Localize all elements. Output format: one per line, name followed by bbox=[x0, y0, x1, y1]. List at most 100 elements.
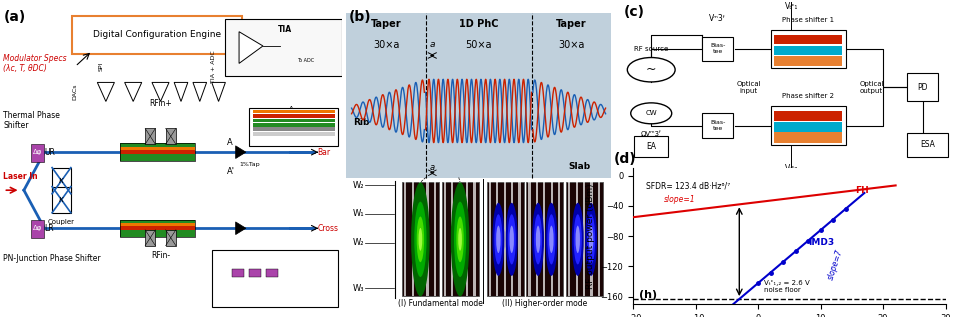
Ellipse shape bbox=[418, 228, 422, 251]
Ellipse shape bbox=[451, 182, 469, 296]
Text: Buried oxide: Buried oxide bbox=[259, 133, 290, 138]
Bar bbox=[441, 182, 478, 296]
Bar bbox=[590, 182, 592, 296]
Text: EA: EA bbox=[646, 142, 655, 151]
Text: To ADC: To ADC bbox=[297, 58, 314, 63]
Polygon shape bbox=[235, 222, 246, 235]
Bar bbox=[473, 182, 475, 296]
Text: PD: PD bbox=[917, 83, 927, 92]
Bar bbox=[253, 127, 334, 131]
Bar bbox=[526, 182, 563, 296]
Ellipse shape bbox=[496, 226, 500, 253]
Bar bbox=[503, 182, 505, 296]
Text: FH: FH bbox=[854, 186, 868, 195]
Text: Silicon substrate: Silicon substrate bbox=[259, 138, 300, 143]
Text: W₂: W₂ bbox=[353, 238, 364, 247]
Ellipse shape bbox=[588, 226, 593, 253]
Text: Taper: Taper bbox=[555, 19, 586, 29]
Ellipse shape bbox=[505, 203, 517, 276]
Polygon shape bbox=[125, 82, 141, 101]
Bar bbox=[31, 144, 44, 162]
Bar bbox=[774, 46, 842, 55]
Text: UR: UR bbox=[44, 148, 55, 157]
Bar bbox=[253, 123, 334, 127]
Text: a: a bbox=[430, 163, 434, 171]
Bar bbox=[119, 219, 194, 237]
Ellipse shape bbox=[586, 214, 595, 264]
Text: Bias-
tee: Bias- tee bbox=[709, 120, 725, 131]
Bar bbox=[557, 182, 559, 296]
Text: (II) Higher-order mode: (II) Higher-order mode bbox=[502, 299, 587, 308]
Text: Vₜᶜ₁,₂ = 2.6 V
noise floor: Vₜᶜ₁,₂ = 2.6 V noise floor bbox=[764, 280, 809, 293]
Bar bbox=[633, 136, 668, 157]
Bar bbox=[266, 269, 278, 277]
Bar bbox=[31, 220, 44, 238]
Bar bbox=[119, 143, 194, 161]
Bar bbox=[906, 73, 937, 101]
Text: (b): (b) bbox=[349, 10, 371, 23]
Text: 0.5: 0.5 bbox=[228, 267, 235, 272]
Bar bbox=[496, 182, 498, 296]
Ellipse shape bbox=[414, 202, 426, 277]
Bar bbox=[232, 269, 244, 277]
Ellipse shape bbox=[531, 203, 543, 276]
Bar bbox=[253, 119, 334, 122]
Text: TIA: TIA bbox=[278, 25, 292, 34]
Text: Taper: Taper bbox=[370, 19, 401, 29]
Bar bbox=[119, 146, 194, 150]
Text: SPI: SPI bbox=[98, 62, 103, 71]
Bar bbox=[145, 128, 156, 144]
Bar bbox=[486, 182, 523, 296]
Bar bbox=[145, 230, 156, 246]
FancyBboxPatch shape bbox=[72, 16, 242, 54]
Bar bbox=[518, 182, 520, 296]
Ellipse shape bbox=[584, 203, 597, 276]
Text: CW: CW bbox=[645, 110, 656, 116]
Text: Phase shifter 2: Phase shifter 2 bbox=[781, 94, 833, 100]
Bar bbox=[119, 219, 194, 237]
Bar bbox=[774, 55, 842, 66]
Text: (a): (a) bbox=[4, 10, 26, 23]
Polygon shape bbox=[235, 146, 246, 158]
Circle shape bbox=[630, 103, 671, 124]
Bar bbox=[249, 269, 261, 277]
Bar bbox=[253, 114, 334, 118]
Ellipse shape bbox=[535, 226, 540, 253]
Ellipse shape bbox=[509, 226, 513, 253]
Bar bbox=[770, 30, 845, 68]
Text: Thermal Phase
Shifter: Thermal Phase Shifter bbox=[4, 111, 61, 130]
Ellipse shape bbox=[507, 214, 515, 264]
Polygon shape bbox=[193, 82, 207, 101]
Ellipse shape bbox=[454, 202, 466, 277]
Text: SFDR= 123.4 dB·Hz⁶/⁷: SFDR= 123.4 dB·Hz⁶/⁷ bbox=[645, 182, 728, 191]
Text: RFin+: RFin+ bbox=[149, 99, 172, 108]
Text: ~: ~ bbox=[645, 63, 655, 76]
Bar bbox=[597, 182, 600, 296]
Text: Cross: Cross bbox=[317, 224, 338, 233]
Text: LR: LR bbox=[44, 224, 54, 233]
Ellipse shape bbox=[494, 214, 502, 264]
Text: Bias-
tee: Bias- tee bbox=[709, 43, 725, 54]
Bar bbox=[119, 225, 194, 230]
Bar bbox=[568, 182, 570, 296]
Bar bbox=[702, 36, 732, 61]
Ellipse shape bbox=[456, 217, 463, 262]
Text: Optical
input: Optical input bbox=[735, 81, 760, 94]
Bar bbox=[906, 133, 948, 157]
Text: Slab: Slab bbox=[568, 162, 589, 171]
Text: ΩVᵐ3ᶠ: ΩVᵐ3ᶠ bbox=[640, 131, 661, 137]
Bar bbox=[418, 182, 421, 296]
Text: slope=1: slope=1 bbox=[664, 195, 695, 204]
Text: Vᵐ3ᶠ: Vᵐ3ᶠ bbox=[708, 14, 726, 23]
Text: ESA: ESA bbox=[920, 140, 934, 149]
Polygon shape bbox=[152, 82, 169, 101]
Text: 30×a: 30×a bbox=[373, 40, 399, 50]
Polygon shape bbox=[211, 82, 225, 101]
Text: Δφ: Δφ bbox=[33, 149, 42, 155]
Text: 1D PhC: 1D PhC bbox=[458, 19, 498, 29]
Text: Phase shifter 1: Phase shifter 1 bbox=[781, 17, 833, 23]
Bar bbox=[575, 182, 578, 296]
Text: IMD3: IMD3 bbox=[807, 238, 833, 247]
Bar bbox=[404, 182, 406, 296]
Text: Optical
output: Optical output bbox=[858, 81, 883, 94]
